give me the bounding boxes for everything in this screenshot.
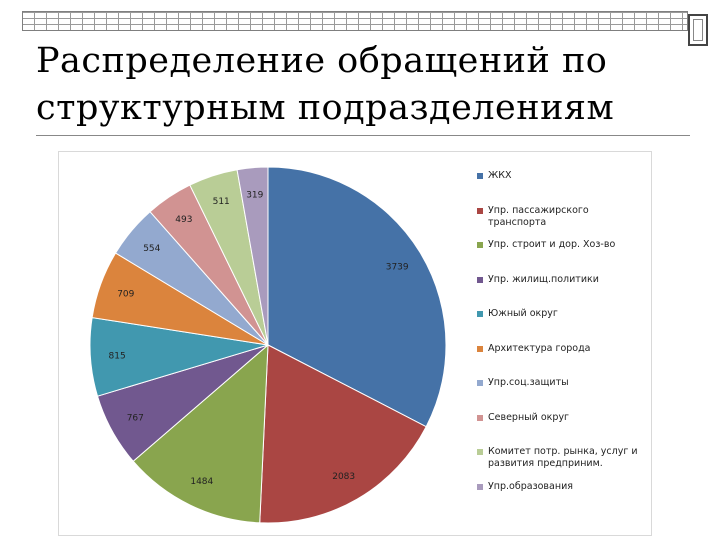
chart-frame: 3739 2083 1484 767 815 709 554 493 511 319 ЖКХ Упр… [58,151,652,536]
title-divider [36,135,690,136]
legend-swatch-2 [477,242,483,248]
legend-item-4: Южный округ [477,308,558,320]
legend-item-0: ЖКХ [477,170,512,182]
legend-label-3: Упр. жилищ.политики [488,273,599,285]
pie-slice-9 [236,166,269,346]
legend-item-2: Упр. строит и дор. Хоз-во [477,239,615,251]
pie-slice-0 [267,166,447,428]
pie-slice-2 [132,343,269,524]
title-line-1: Распределение обращений по [36,41,608,81]
legend-item-5: Архитектура города [477,343,591,355]
pie-slice-1 [259,344,427,524]
legend-item-3: Упр. жилищ.политики [477,274,599,286]
legend-swatch-1 [477,207,483,214]
pie-chart: 3739 2083 1484 767 815 709 554 493 511 319 [89,166,447,524]
legend-label-8: Комитет потр. рынка, услуг и развития пр… [488,446,638,469]
legend-swatch-8 [477,449,483,455]
decorative-corner-box [688,14,708,46]
pie-data-label-5: 709 [117,289,134,299]
pie-data-label-0: 3739 [386,262,409,272]
legend-item-8: Комитет потр. рынка, услуг и развития пр… [477,446,649,470]
legend-label-2: Упр. строит и дор. Хоз-во [488,239,616,250]
pie-data-label-3: 767 [127,414,144,424]
pie-data-label-4: 815 [109,351,126,361]
decorative-top-bar [22,11,688,31]
page-title: Распределение обращений по структурным п… [36,38,676,132]
legend-label-0: ЖКХ [488,170,512,181]
pie-data-label-2: 1484 [190,477,213,487]
legend-item-6: Упр.соц.защиты [477,377,569,389]
legend-swatch-4 [477,311,483,317]
legend-label-9: Упр.образования [488,480,573,492]
pie-data-label-6: 554 [143,244,160,254]
legend-swatch-9 [477,483,483,490]
pie-data-label-7: 493 [175,215,192,225]
legend-label-1: Упр. пассажирского транспорта [488,204,589,228]
pie-data-label-9: 319 [246,190,263,200]
legend-label-7: Северный округ [488,411,570,423]
legend-swatch-3 [477,276,483,283]
legend-swatch-6 [477,380,483,386]
legend-item-1: Упр. пассажирского транспорта [477,205,649,229]
legend-label-4: Южный округ [488,308,558,319]
title-line-2: структурным подразделениям [36,88,615,128]
legend-swatch-5 [477,345,483,352]
legend-swatch-0 [477,173,483,179]
legend-item-9: Упр.образования [477,481,573,493]
legend-item-7: Северный округ [477,412,569,424]
legend-label-5: Архитектура города [488,342,591,354]
legend-label-6: Упр.соц.защиты [488,377,569,388]
pie-data-label-1: 2083 [332,472,355,482]
pie-data-label-8: 511 [213,197,230,207]
legend-swatch-7 [477,414,483,421]
